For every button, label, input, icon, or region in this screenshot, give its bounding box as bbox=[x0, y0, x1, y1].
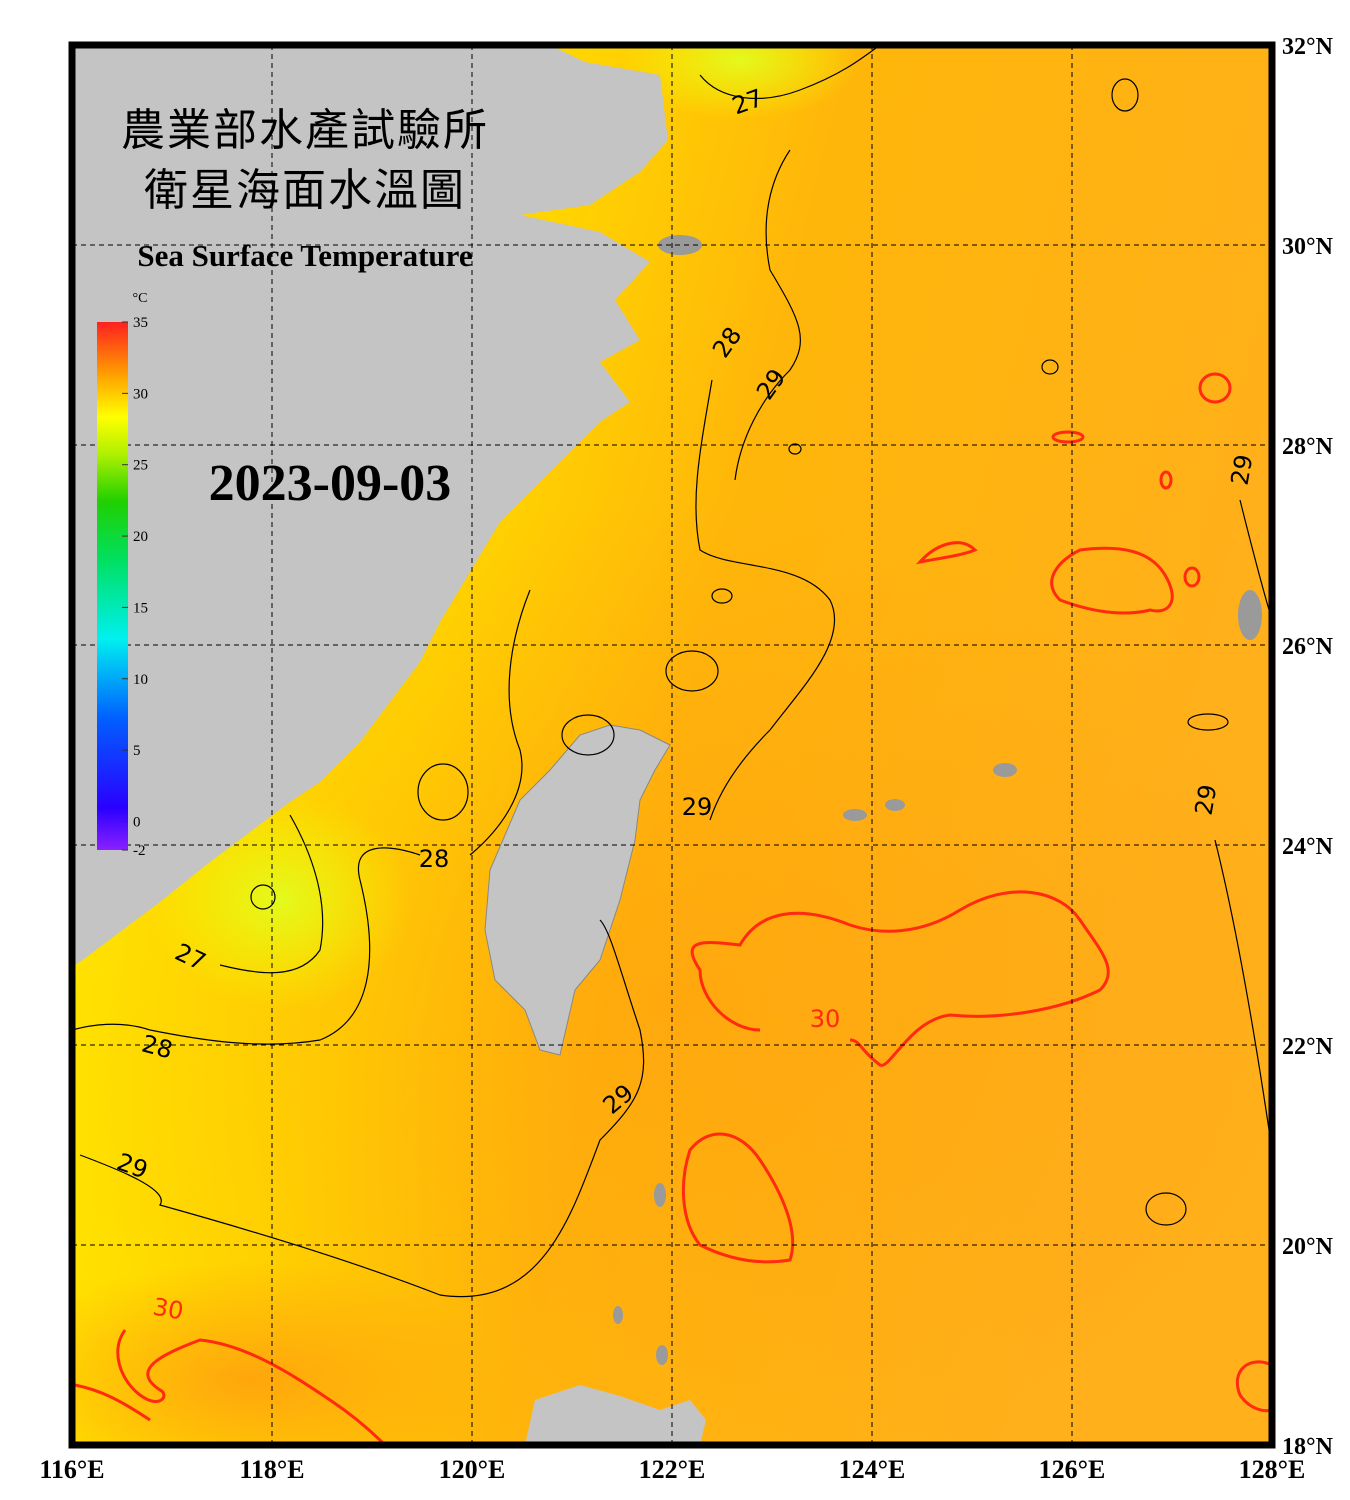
contour-label: 29 bbox=[1226, 452, 1259, 487]
contour-label: 30 bbox=[810, 1005, 841, 1033]
y-tick-label: 24°N bbox=[1282, 834, 1334, 860]
y-tick-label: 20°N bbox=[1282, 1234, 1334, 1260]
graticule bbox=[72, 45, 1272, 1445]
y-tick-label: 26°N bbox=[1282, 634, 1334, 660]
y-tick-label: 22°N bbox=[1282, 1034, 1334, 1060]
axis-labels: 116°E 118°E 120°E 122°E 124°E 126°E 128°E 32°N 3… bbox=[39, 34, 1333, 1484]
y-tick-label: 18°N bbox=[1282, 1434, 1334, 1460]
colorbar-tick-label: 20 bbox=[133, 529, 148, 545]
luzon bbox=[525, 1385, 706, 1445]
colorbar-tick-label: 10 bbox=[133, 672, 148, 688]
colorbar-tick-label: 35 bbox=[133, 315, 148, 331]
contours-red bbox=[74, 372, 1272, 1445]
contour-label: 29 bbox=[682, 793, 713, 821]
colorbar-tick-label: 15 bbox=[133, 600, 148, 616]
date: 2023-09-03 bbox=[209, 455, 452, 512]
colorbar bbox=[97, 322, 128, 850]
x-tick-label: 128°E bbox=[1239, 1455, 1306, 1484]
y-tick-label: 32°N bbox=[1282, 34, 1334, 60]
contour-label: 29 bbox=[1190, 782, 1223, 817]
title-en: Sea Surface Temperature bbox=[137, 238, 472, 273]
y-tick-label: 30°N bbox=[1282, 234, 1334, 260]
colorbar-unit: °C bbox=[133, 291, 148, 306]
colorbar-tick-label: 0 bbox=[133, 814, 141, 830]
taiwan bbox=[484, 724, 671, 1056]
warm-area bbox=[72, 1260, 500, 1445]
colorbar-ticks: 35 30 25 20 15 10 5 0 -2 bbox=[122, 315, 148, 859]
y-tick-label: 28°N bbox=[1282, 434, 1334, 460]
contours-black bbox=[72, 45, 1272, 1298]
colorbar-tick-label: 25 bbox=[133, 458, 148, 474]
contour-label: 28 bbox=[419, 845, 450, 873]
x-tick-label: 116°E bbox=[39, 1455, 104, 1484]
x-tick-label: 126°E bbox=[1039, 1455, 1106, 1484]
frame bbox=[68, 41, 1276, 1449]
colorbar-tick-label: -2 bbox=[133, 843, 146, 859]
subtitle-zh: 衛星海面水溫圖 bbox=[144, 166, 466, 215]
mainland-china bbox=[72, 45, 668, 966]
title-zh: 農業部水產試驗所 bbox=[121, 106, 489, 155]
colorbar-tick-label: 5 bbox=[133, 743, 141, 759]
x-tick-label: 122°E bbox=[639, 1455, 706, 1484]
x-tick-label: 120°E bbox=[439, 1455, 506, 1484]
colorbar-tick-label: 30 bbox=[133, 386, 148, 402]
x-tick-label: 124°E bbox=[839, 1455, 906, 1484]
contour-label: 30 bbox=[151, 1293, 186, 1326]
x-tick-label: 118°E bbox=[239, 1455, 304, 1484]
cool-area bbox=[620, 45, 860, 120]
